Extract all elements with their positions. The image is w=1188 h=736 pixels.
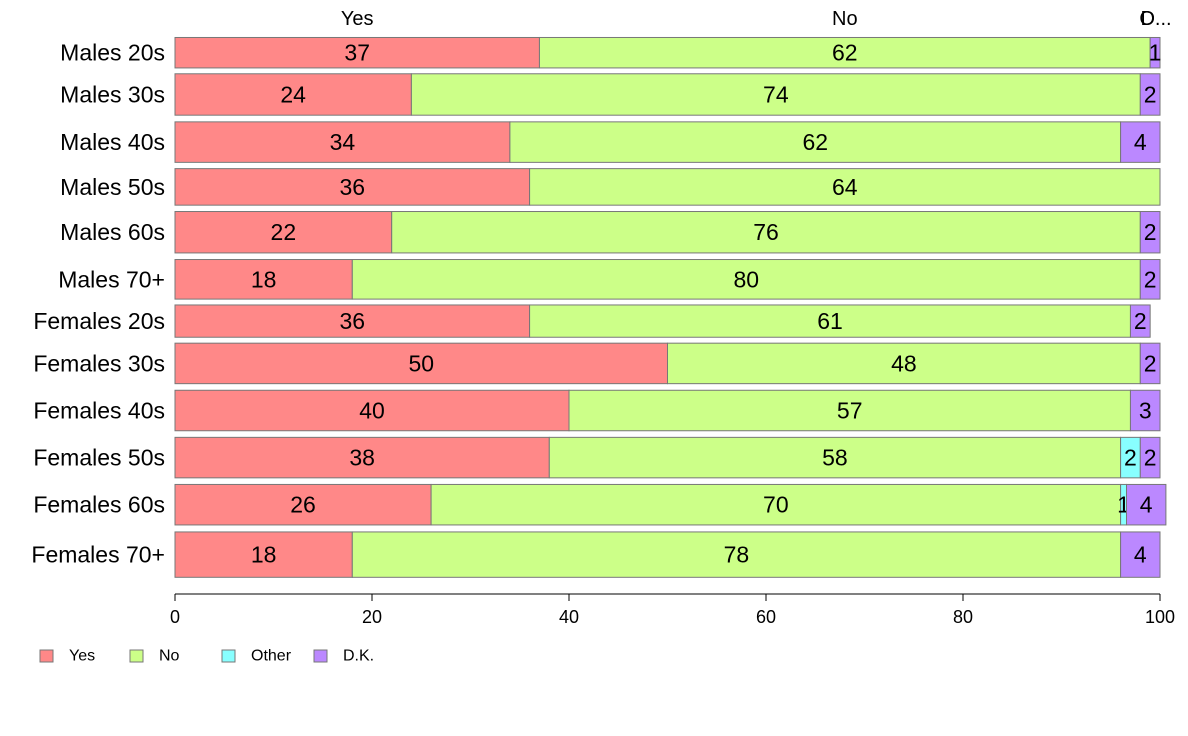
bar-males-30s-d-k <box>1139 73 1161 116</box>
bar-females-60s-no <box>430 483 1122 526</box>
data-label-males-60s-no: 76 <box>753 219 779 245</box>
data-label-females-20s-yes: 36 <box>340 308 366 334</box>
data-label-males-40s-d-k: 4 <box>1134 129 1147 155</box>
bar-females-50s-no <box>548 436 1122 479</box>
bar-males-40s-d-k <box>1120 121 1161 163</box>
row-label-females-50s: Females 50s <box>33 445 165 471</box>
top-label-d-k: D... <box>1140 8 1171 30</box>
row-label-males-40s: Males 40s <box>60 129 165 155</box>
bar-females-70-d-k <box>1120 531 1161 578</box>
bar-females-40s-d-k <box>1129 389 1161 432</box>
bar-males-60s-d-k <box>1139 211 1161 254</box>
legend-swatch-no <box>129 649 144 663</box>
x-tick-label-100: 100 <box>1145 607 1175 627</box>
bar-females-20s-d-k <box>1129 304 1151 338</box>
legend-label-yes: Yes <box>69 648 95 665</box>
bar-females-20s-yes <box>174 304 531 338</box>
data-label-males-60s-yes: 22 <box>271 219 297 245</box>
bar-males-70-no <box>351 259 1141 300</box>
bar-females-20s-no <box>529 304 1131 338</box>
legend-swatch-other <box>221 649 236 663</box>
row-label-males-20s: Males 20s <box>60 40 165 66</box>
bar-males-40s-yes <box>174 121 511 163</box>
data-label-males-30s-d-k: 2 <box>1144 81 1157 107</box>
row-label-females-20s: Females 20s <box>33 308 165 334</box>
data-label-females-50s-other: 2 <box>1124 445 1137 471</box>
row-label-females-40s: Females 40s <box>33 398 165 424</box>
bar-females-40s-yes <box>174 389 570 432</box>
data-label-females-70-yes: 18 <box>251 542 277 568</box>
data-label-females-70-no: 78 <box>724 542 750 568</box>
row-label-males-70: Males 70+ <box>58 266 165 292</box>
bar-females-50s-yes <box>174 436 550 479</box>
data-label-females-30s-yes: 50 <box>408 350 434 376</box>
data-label-males-60s-d-k: 2 <box>1144 219 1157 245</box>
bar-females-30s-d-k <box>1139 342 1161 385</box>
bar-males-20s-d-k <box>1149 36 1161 69</box>
data-label-males-20s-no: 62 <box>832 40 858 66</box>
data-label-females-40s-d-k: 3 <box>1139 398 1152 424</box>
bar-males-60s-yes <box>174 211 393 254</box>
data-label-females-60s-yes: 26 <box>290 492 316 518</box>
data-label-females-20s-d-k: 2 <box>1134 308 1147 334</box>
x-tick-label-40: 40 <box>559 607 579 627</box>
legend-swatch-yes <box>39 649 54 663</box>
bar-females-60s-yes <box>174 483 432 526</box>
data-label-females-50s-no: 58 <box>822 445 848 471</box>
bar-females-60s-d-k <box>1126 483 1167 526</box>
data-label-males-70-d-k: 2 <box>1144 266 1157 292</box>
data-label-males-70-yes: 18 <box>251 266 277 292</box>
x-tick-label-80: 80 <box>953 607 973 627</box>
data-label-females-30s-d-k: 2 <box>1144 350 1157 376</box>
row-label-females-70: Females 70+ <box>31 542 165 568</box>
legend-swatch-d-k <box>313 649 328 663</box>
x-tick-label-60: 60 <box>756 607 776 627</box>
top-label-yes: Yes <box>341 8 374 30</box>
data-label-males-50s-no: 64 <box>832 174 858 200</box>
bar-males-70-yes <box>174 259 353 300</box>
legend-label-d-k: D.K. <box>343 648 374 665</box>
top-label-no: No <box>832 8 858 30</box>
bar-males-50s-no <box>529 168 1161 206</box>
bar-males-20s-no <box>538 36 1151 69</box>
bar-males-60s-no <box>391 211 1141 254</box>
legend-label-other: Other <box>251 648 292 665</box>
data-label-females-50s-d-k: 2 <box>1144 445 1157 471</box>
bar-females-30s-no <box>667 342 1141 385</box>
legend-label-no: No <box>159 648 180 665</box>
bar-males-20s-yes <box>174 36 540 69</box>
row-label-females-60s: Females 60s <box>33 492 165 518</box>
data-label-males-70-no: 80 <box>734 266 760 292</box>
data-label-males-20s-yes: 37 <box>344 40 370 66</box>
bar-females-30s-yes <box>174 342 668 385</box>
data-label-females-60s-no: 70 <box>763 492 789 518</box>
bar-males-70-d-k <box>1139 259 1161 300</box>
data-label-females-20s-no: 61 <box>817 308 843 334</box>
x-tick-label-0: 0 <box>170 607 180 627</box>
data-label-females-60s-d-k: 4 <box>1140 492 1153 518</box>
data-label-females-70-d-k: 4 <box>1134 542 1147 568</box>
data-label-males-30s-no: 74 <box>763 81 789 107</box>
data-label-males-50s-yes: 36 <box>340 174 366 200</box>
data-label-females-30s-no: 48 <box>891 350 917 376</box>
bar-females-40s-no <box>568 389 1131 432</box>
bar-males-40s-no <box>509 121 1122 163</box>
data-label-males-20s-d-k: 1 <box>1149 40 1162 66</box>
row-label-females-30s: Females 30s <box>33 350 165 376</box>
row-label-males-50s: Males 50s <box>60 174 165 200</box>
data-label-females-50s-yes: 38 <box>349 445 375 471</box>
row-label-males-30s: Males 30s <box>60 81 165 107</box>
data-label-females-40s-yes: 40 <box>359 398 385 424</box>
data-label-males-40s-yes: 34 <box>330 129 356 155</box>
top-label-other: O <box>1139 8 1155 30</box>
bar-males-50s-yes <box>174 168 531 206</box>
data-label-males-40s-no: 62 <box>802 129 828 155</box>
data-label-males-30s-yes: 24 <box>280 81 306 107</box>
data-label-females-40s-no: 57 <box>837 398 863 424</box>
row-label-males-60s: Males 60s <box>60 219 165 245</box>
bar-females-50s-d-k <box>1139 436 1161 479</box>
x-tick-label-20: 20 <box>362 607 382 627</box>
